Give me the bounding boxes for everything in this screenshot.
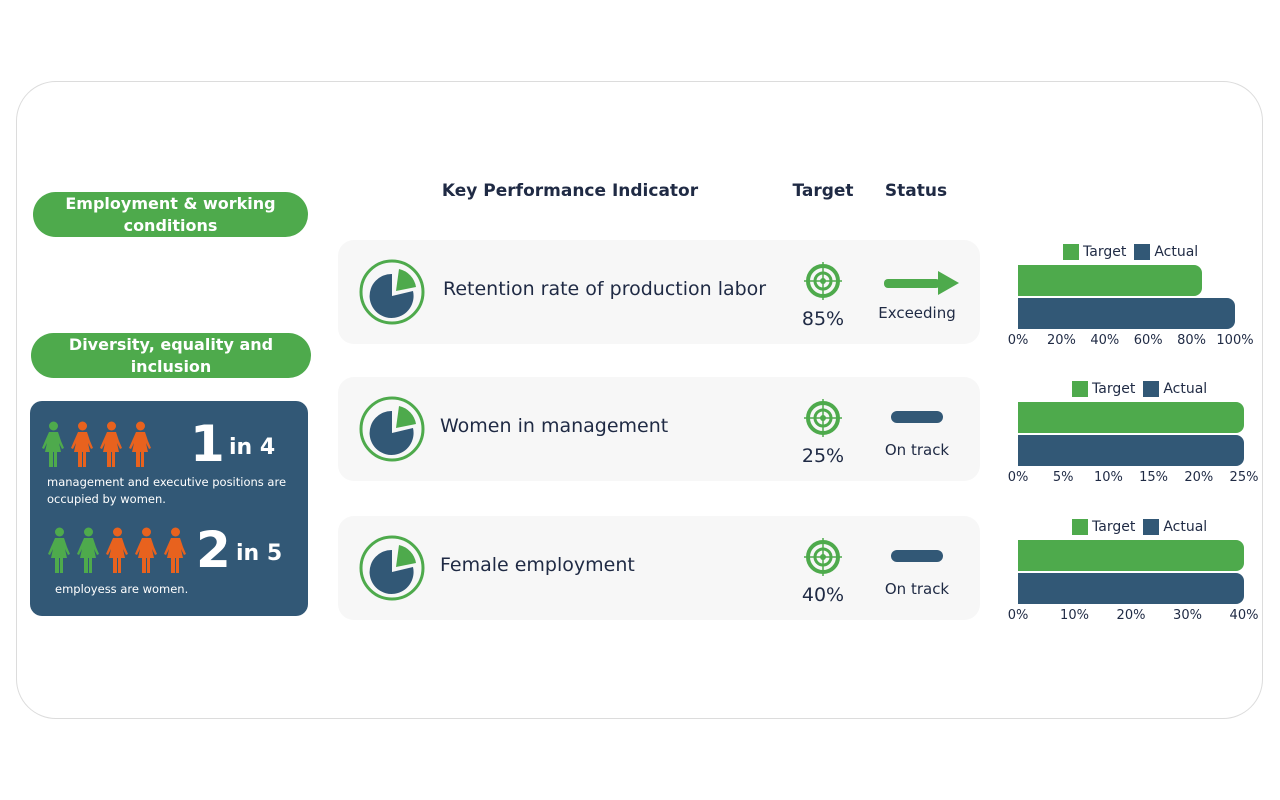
x-tick-label: 60% (1133, 333, 1163, 348)
legend-swatch-actual (1143, 519, 1160, 535)
kpi-row (338, 516, 980, 620)
stat-description: employess are women. (55, 582, 189, 596)
legend-swatch-target (1072, 381, 1088, 397)
stat-ratio: in 4 (229, 435, 276, 460)
woman-icon (106, 527, 128, 573)
dash-icon (891, 550, 943, 562)
section-label: Employment & working conditions (65, 193, 276, 235)
x-tick-label: 40% (1090, 333, 1120, 348)
woman-icon (42, 421, 64, 467)
x-tick-label: 25% (1229, 470, 1259, 485)
bar-actual (1018, 573, 1244, 604)
target-icon (804, 399, 842, 437)
x-tick-label: 100% (1216, 333, 1254, 348)
x-tick-label: 10% (1060, 608, 1089, 623)
bar-actual (1018, 435, 1244, 466)
woman-icon (48, 527, 70, 573)
target-icon (804, 538, 842, 576)
section-diversity-pill: Diversity, equality and inclusion (31, 333, 311, 378)
header-target: Target (792, 181, 854, 201)
pie-chart-icon (359, 396, 425, 462)
legend-swatch-actual (1143, 381, 1160, 397)
woman-icon (129, 421, 151, 467)
chart-legend: Target Actual (1072, 519, 1207, 535)
woman-icon (71, 421, 93, 467)
legend-label: Target (1092, 519, 1136, 535)
x-tick-label: 0% (1007, 470, 1029, 485)
section-label: Diversity, equality and inclusion (68, 334, 274, 376)
status-label: Exceeding (878, 304, 956, 322)
x-tick-label: 80% (1177, 333, 1207, 348)
stat-ratio: in 5 (236, 541, 283, 566)
legend-label: Actual (1154, 244, 1199, 260)
kpi-row (338, 377, 980, 481)
stat-description: management and executive positions are o… (47, 475, 287, 506)
dash-icon (891, 411, 943, 423)
target-icon (804, 262, 842, 300)
kpi-row (338, 240, 980, 344)
x-tick-label: 0% (1007, 608, 1029, 623)
x-tick-label: 20% (1046, 333, 1076, 348)
legend-swatch-target (1063, 244, 1079, 260)
x-tick-label: 0% (1007, 333, 1029, 348)
legend-label: Actual (1163, 519, 1208, 535)
target-value: 40% (801, 584, 845, 606)
legend-label: Target (1092, 381, 1136, 397)
legend-swatch-actual (1134, 244, 1151, 260)
x-tick-label: 5% (1052, 470, 1074, 485)
x-tick-label: 10% (1093, 470, 1123, 485)
dashboard-card (16, 81, 1263, 719)
x-tick-label: 30% (1173, 608, 1202, 623)
diversity-stats-box: 1 in 4 management and executive position… (30, 401, 308, 616)
kpi-label: Female employment (440, 554, 635, 576)
x-tick-label: 40% (1229, 608, 1259, 623)
x-tick-label: 20% (1184, 470, 1214, 485)
target-value: 85% (801, 308, 845, 330)
bar-target (1018, 265, 1203, 296)
arrow-right-icon (884, 271, 959, 295)
bar-target (1018, 540, 1244, 571)
bar-actual (1018, 298, 1235, 329)
stat-number: 1 (190, 415, 225, 473)
women-figures-row (46, 527, 189, 573)
woman-icon (135, 527, 157, 573)
stat-number: 2 (196, 521, 231, 579)
kpi-label: Retention rate of production labor (443, 278, 767, 300)
target-value: 25% (801, 445, 845, 467)
pie-chart-icon (359, 259, 425, 325)
women-figures-row (40, 421, 154, 467)
x-tick-label: 15% (1139, 470, 1169, 485)
header-status: Status (884, 181, 948, 201)
woman-icon (77, 527, 99, 573)
legend-label: Actual (1163, 381, 1208, 397)
header-kpi: Key Performance Indicator (441, 181, 699, 201)
woman-icon (100, 421, 122, 467)
legend-label: Target (1083, 244, 1127, 260)
chart-legend: Target Actual (1072, 381, 1207, 397)
pie-chart-icon (359, 535, 425, 601)
status-label: On track (884, 441, 950, 459)
kpi-label: Women in management (440, 415, 669, 437)
woman-icon (164, 527, 186, 573)
chart-legend: Target Actual (1063, 244, 1198, 260)
bar-target (1018, 402, 1244, 433)
legend-swatch-target (1072, 519, 1088, 535)
x-tick-label: 20% (1116, 608, 1146, 623)
status-label: On track (884, 580, 950, 598)
section-employment-pill: Employment & working conditions (33, 192, 308, 237)
